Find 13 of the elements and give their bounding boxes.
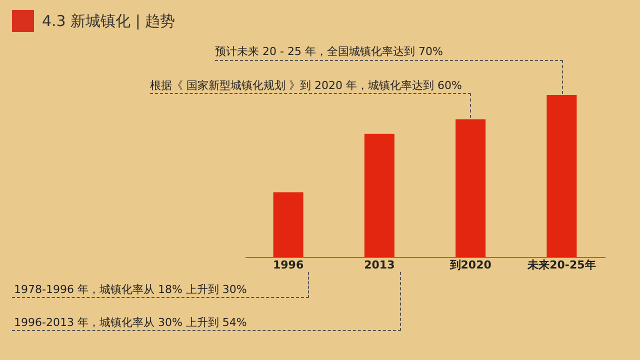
text: 1996-2013 年，城镇化率从 30% 上升到 54% bbox=[14, 315, 247, 330]
text: 预计未来 20 - 25 年，全国城镇化率达到 70% bbox=[215, 44, 443, 59]
bar bbox=[273, 192, 304, 257]
text: 1978-1996 年，城镇化率从 18% 上升到 30% bbox=[14, 282, 247, 297]
bar bbox=[546, 95, 577, 257]
bar bbox=[364, 134, 394, 257]
x-tick-label: 1996 bbox=[272, 258, 304, 272]
x-tick-label: 未来20-25年 bbox=[526, 258, 596, 272]
bar bbox=[456, 119, 486, 257]
text: 4.3 新城镇化 | 趋势 bbox=[42, 12, 176, 30]
x-tick-label: 2013 bbox=[364, 258, 395, 272]
x-tick-label: 到2020 bbox=[448, 258, 492, 272]
text: 根据《 国家新型城镇化规划 》到 2020 年，城镇化率达到 60% bbox=[150, 78, 462, 93]
